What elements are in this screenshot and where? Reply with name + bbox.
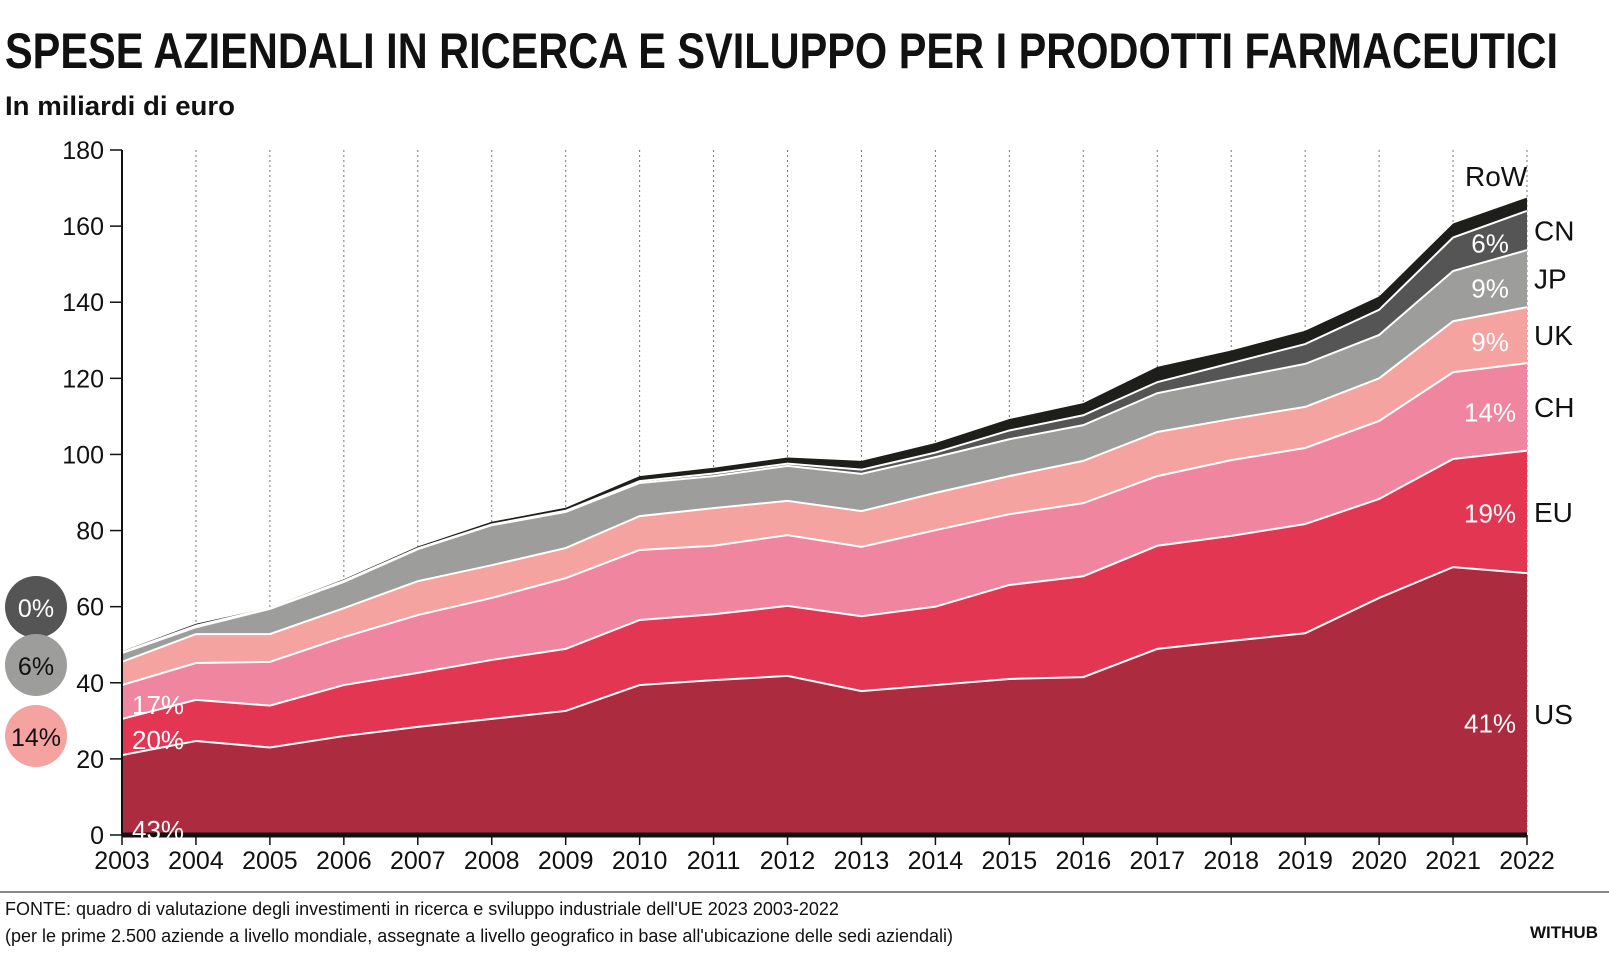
share-end-ch: 14% bbox=[1464, 397, 1516, 427]
share-end-jp: 9% bbox=[1471, 273, 1509, 303]
y-tick-label: 160 bbox=[62, 213, 104, 241]
x-tick-label: 2004 bbox=[168, 847, 224, 875]
y-tick-label: 100 bbox=[62, 441, 104, 469]
share-end-us: 41% bbox=[1464, 709, 1516, 739]
x-tick-label: 2021 bbox=[1425, 847, 1481, 875]
y-tick-label: 0 bbox=[90, 822, 104, 850]
x-tick-label: 2005 bbox=[242, 847, 298, 875]
x-tick-label: 2015 bbox=[982, 847, 1038, 875]
y-axis: 0 20 40 60 80 100 120 140 160 180 bbox=[62, 137, 123, 850]
x-tick-label: 2017 bbox=[1129, 847, 1185, 875]
y-tick-label: 40 bbox=[76, 670, 104, 698]
separator-uk bbox=[121, 306, 1528, 663]
x-tick-label: 2020 bbox=[1351, 847, 1407, 875]
share-start-us: 43% bbox=[132, 815, 184, 845]
source-line-1: FONTE: quadro di valutazione degli inves… bbox=[5, 899, 839, 919]
x-tick-label: 2022 bbox=[1499, 847, 1555, 875]
x-tick-label: 2006 bbox=[316, 847, 372, 875]
area-jp bbox=[122, 250, 1527, 662]
share-start-eu: 20% bbox=[132, 725, 184, 755]
x-tick-label: 2008 bbox=[464, 847, 520, 875]
area-uk bbox=[122, 307, 1527, 686]
separator-us bbox=[121, 566, 1528, 757]
y-tick-label: 120 bbox=[62, 365, 104, 393]
area-eu bbox=[122, 450, 1527, 756]
series-name-row: RoW bbox=[1465, 161, 1528, 192]
share-end-uk: 9% bbox=[1471, 327, 1509, 357]
series-name-uk: UK bbox=[1534, 320, 1573, 351]
y-tick-label: 60 bbox=[76, 594, 104, 622]
share-end-cn: 6% bbox=[1471, 228, 1509, 258]
x-tick-label: 2013 bbox=[834, 847, 890, 875]
x-tick-label: 2003 bbox=[94, 847, 150, 875]
share-start-ch: 17% bbox=[132, 690, 184, 720]
x-tick-label: 2018 bbox=[1203, 847, 1259, 875]
chart-subtitle: In miliardi di euro bbox=[5, 91, 235, 121]
x-tick-label: 2009 bbox=[538, 847, 594, 875]
share-end-eu: 19% bbox=[1464, 498, 1516, 528]
x-tick-label: 2007 bbox=[390, 847, 446, 875]
x-tick-label: 2012 bbox=[760, 847, 816, 875]
area-us bbox=[122, 567, 1527, 835]
separator-ch bbox=[121, 362, 1528, 687]
series-name-cn: CN bbox=[1534, 215, 1574, 246]
x-tick-label: 2010 bbox=[612, 847, 668, 875]
withub-logo: WITHUB bbox=[1530, 923, 1598, 942]
series-name-ch: CH bbox=[1534, 392, 1574, 423]
share-start-uk: 14% bbox=[11, 724, 61, 752]
chart-title: SPESE AZIENDALI IN RICERCA E SVILUPPO PE… bbox=[5, 23, 1558, 79]
x-tick-label: 2011 bbox=[687, 847, 741, 875]
share-start-circle-cn bbox=[5, 576, 67, 638]
y-tick-label: 80 bbox=[76, 518, 104, 546]
y-tick-label: 180 bbox=[62, 137, 104, 165]
separator-cn bbox=[121, 209, 1528, 654]
source-line-2: (per le prime 2.500 aziende a livello mo… bbox=[5, 926, 953, 946]
x-tick-label: 2014 bbox=[908, 847, 964, 875]
series-name-eu: EU bbox=[1534, 497, 1573, 528]
x-tick-label: 2016 bbox=[1056, 847, 1112, 875]
x-axis: 2003 2004 2005 2006 2007 2008 2009 2010 2011 2012… bbox=[94, 832, 1555, 875]
series-name-us: US bbox=[1534, 699, 1573, 730]
share-start-circle-uk bbox=[5, 705, 67, 767]
x-tick-label: 2019 bbox=[1277, 847, 1333, 875]
share-start-cn: 0% bbox=[18, 595, 54, 623]
y-tick-label: 20 bbox=[76, 746, 104, 774]
share-start-circle-jp bbox=[5, 634, 67, 696]
separator-eu bbox=[121, 449, 1528, 720]
share-start-jp: 6% bbox=[18, 653, 54, 681]
series-name-jp: JP bbox=[1534, 264, 1567, 295]
y-tick-label: 140 bbox=[62, 289, 104, 317]
areas bbox=[121, 197, 1528, 835]
